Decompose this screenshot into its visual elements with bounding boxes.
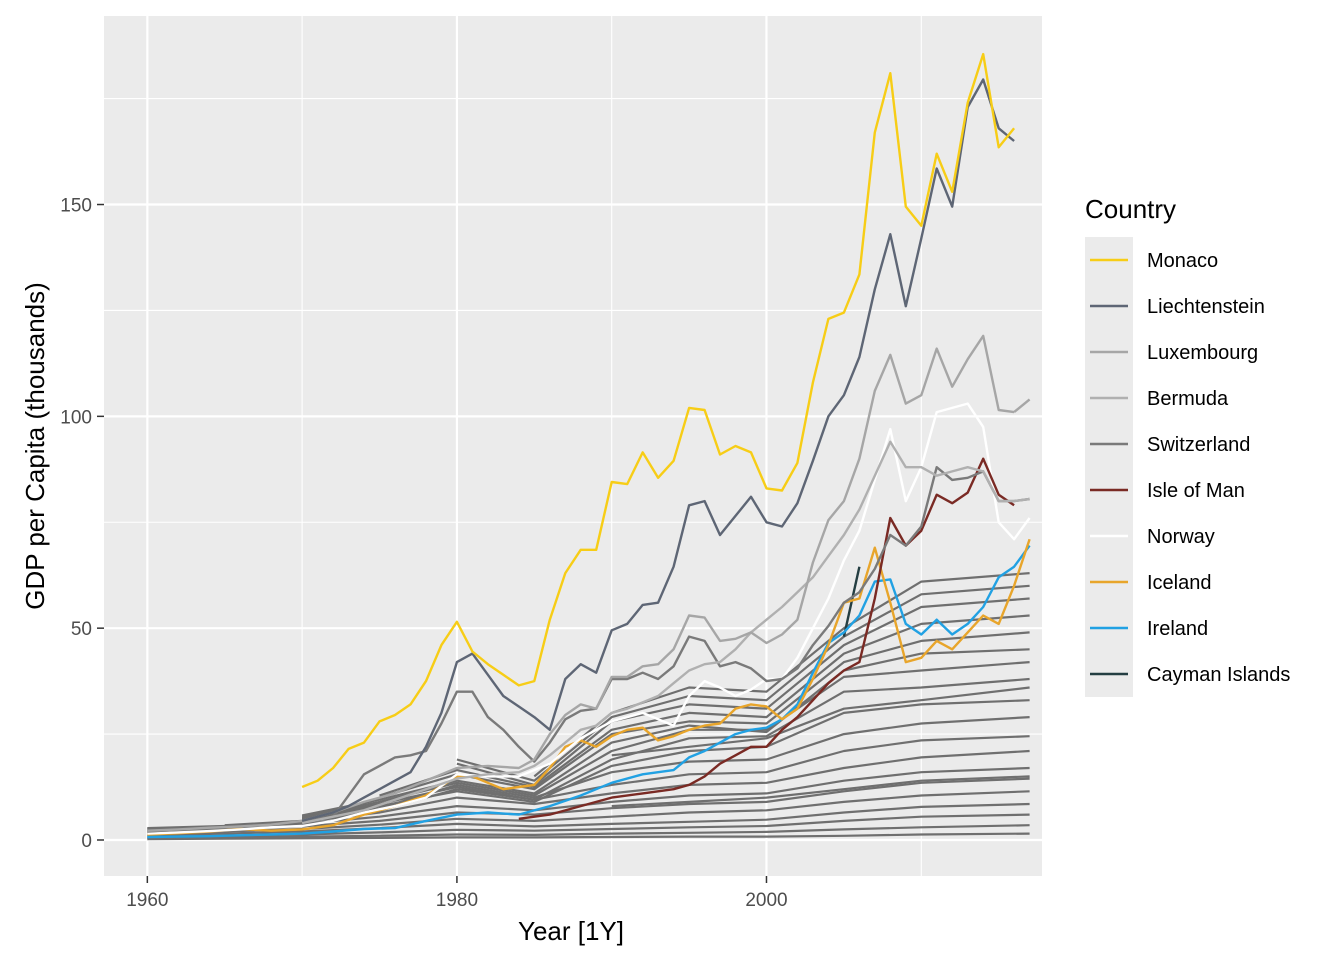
background-country-line bbox=[147, 802, 1030, 836]
legend-label: Luxembourg bbox=[1147, 342, 1258, 364]
y-tick-label: 50 bbox=[71, 619, 92, 640]
legend-items: Monaco Liechtenstein Luxembourg Bermuda Swit… bbox=[1085, 237, 1290, 697]
background-country-line bbox=[379, 631, 1030, 799]
background-country-line bbox=[611, 686, 1030, 757]
background-country-line bbox=[147, 832, 1030, 841]
legend-label: Bermuda bbox=[1147, 388, 1229, 410]
background-country-line bbox=[224, 735, 1030, 827]
series-line-luxembourg-tail bbox=[1013, 398, 1031, 414]
series-line-liechtenstein bbox=[301, 78, 1015, 823]
y-axis-title: GDP per Capita (thousands) bbox=[20, 282, 50, 610]
legend-label: Iceland bbox=[1147, 572, 1212, 594]
y-tick-label: 100 bbox=[60, 407, 92, 428]
legend-label: Isle of Man bbox=[1147, 480, 1245, 502]
x-tick-label: 1980 bbox=[436, 890, 478, 911]
legend-label: Switzerland bbox=[1147, 434, 1250, 456]
series-line-switzerland bbox=[147, 466, 1030, 833]
series-line-bermuda bbox=[301, 440, 1030, 825]
series-line-luxembourg bbox=[147, 334, 1015, 832]
legend-label: Cayman Islands bbox=[1147, 664, 1290, 686]
y-axis: 0 50 100 150 bbox=[60, 196, 104, 852]
series-line-isle-of-man bbox=[518, 457, 1015, 820]
minor-gridlines bbox=[104, 16, 1042, 876]
background-country-line bbox=[147, 766, 1030, 831]
x-axis-title: Year [1Y] bbox=[518, 916, 624, 946]
legend: Country Monaco Liechtenstein Luxembourg Ber… bbox=[1085, 194, 1290, 697]
background-country-line bbox=[456, 597, 1030, 787]
legend-label: Ireland bbox=[1147, 618, 1208, 640]
plot-panel bbox=[104, 16, 1042, 876]
legend-label: Norway bbox=[1147, 526, 1215, 548]
legend-title: Country bbox=[1085, 194, 1176, 224]
x-tick-label: 2000 bbox=[745, 890, 787, 911]
legend-label: Liechtenstein bbox=[1147, 296, 1265, 318]
y-tick-label: 0 bbox=[81, 831, 92, 852]
series-line-norway bbox=[147, 402, 1031, 835]
x-tick-label: 1960 bbox=[126, 890, 168, 911]
legend-label: Monaco bbox=[1147, 250, 1218, 272]
background-country-line bbox=[611, 775, 1030, 808]
series-line-ireland bbox=[147, 544, 1031, 839]
legend-key-background bbox=[1085, 237, 1133, 697]
highlighted-country-lines bbox=[147, 52, 1031, 839]
x-axis: 1960 1980 2000 bbox=[126, 876, 788, 911]
series-line-monaco bbox=[301, 52, 1016, 789]
background-country-line bbox=[147, 824, 1030, 840]
background-country-line bbox=[301, 677, 1030, 820]
y-tick-label: 150 bbox=[60, 196, 92, 217]
